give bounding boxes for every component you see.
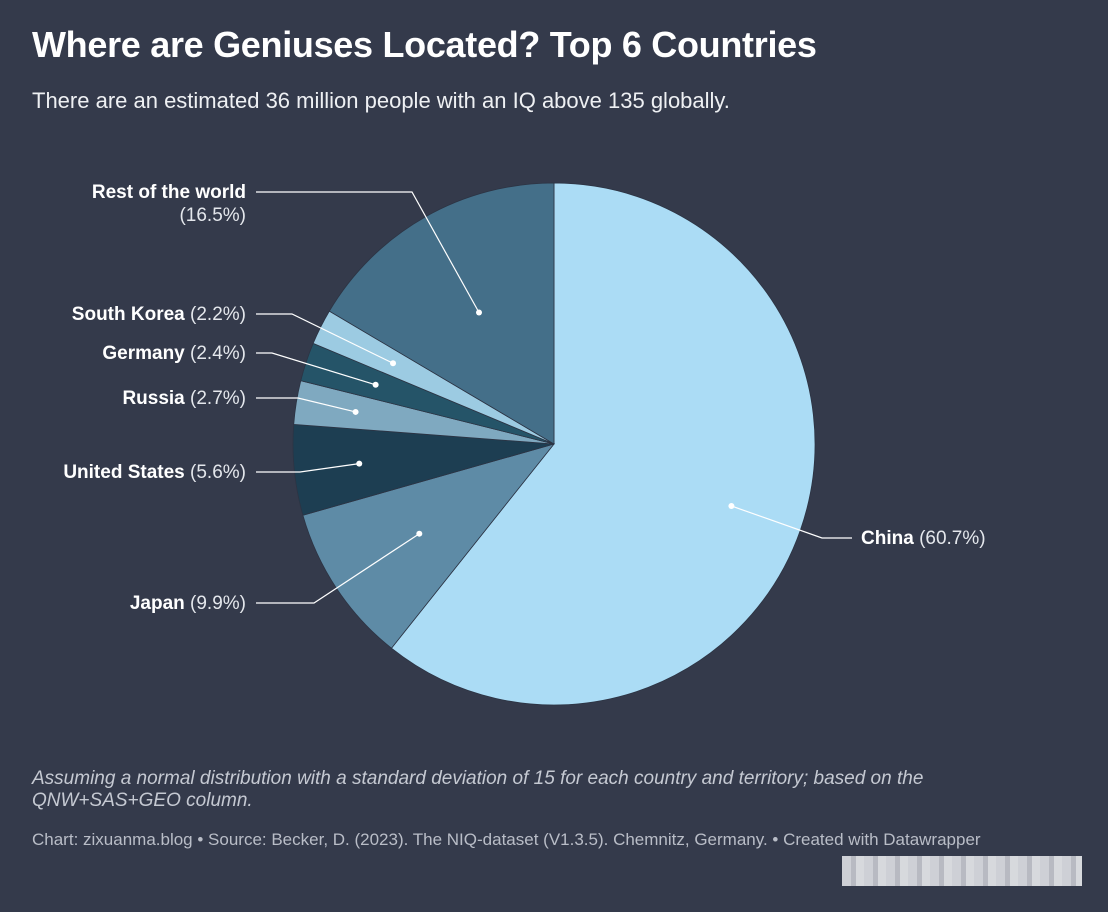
leader-dot-germany xyxy=(372,381,379,388)
chart-notes: Assuming a normal distribution with a st… xyxy=(32,768,924,811)
slice-label-united-states: United States (5.6%) xyxy=(63,462,246,483)
slice-labels: China (60.7%) Japan (9.9%) United States (… xyxy=(63,182,985,614)
pie-chart: China (60.7%) Japan (9.9%) United States (… xyxy=(63,182,986,706)
leader-line-south-korea xyxy=(256,313,394,364)
leader-dot-south-korea xyxy=(390,360,397,367)
slice-label-pct-rest-of-the-world: (16.5%) xyxy=(179,205,246,226)
slice-label-japan: Japan (9.9%) xyxy=(130,593,246,614)
leader-line-russia xyxy=(256,397,356,413)
slice-label-name-rest-of-the-world: Rest of the world xyxy=(92,182,246,203)
chart-subtitle: There are an estimated 36 million people… xyxy=(32,88,730,113)
leader-line-china xyxy=(731,505,852,539)
leader-dot-russia xyxy=(352,408,359,415)
leader-line-germany xyxy=(256,352,376,386)
leader-line-japan xyxy=(256,533,420,604)
chart-title: Where are Geniuses Located? Top 6 Countr… xyxy=(32,24,817,65)
leader-dot-united-states xyxy=(356,460,363,467)
leader-dot-china xyxy=(728,502,735,509)
leader-line-rest-of-the-world xyxy=(256,191,480,313)
pie-slices xyxy=(292,182,816,706)
pie-slice-rest-of-the-world xyxy=(328,182,555,445)
slice-label-germany: Germany (2.4%) xyxy=(102,343,246,364)
leader-line-united-states xyxy=(256,463,360,473)
watermark xyxy=(842,856,1082,886)
chart-credits: Chart: zixuanma.blog • Source: Becker, D… xyxy=(32,830,981,849)
leader-dot-japan xyxy=(416,530,423,537)
slice-label-russia: Russia (2.7%) xyxy=(122,388,246,409)
slice-label-china: China (60.7%) xyxy=(861,528,986,549)
leader-dot-rest-of-the-world xyxy=(475,309,482,316)
slice-label-south-korea: South Korea (2.2%) xyxy=(72,304,246,325)
leader-lines xyxy=(256,191,852,604)
